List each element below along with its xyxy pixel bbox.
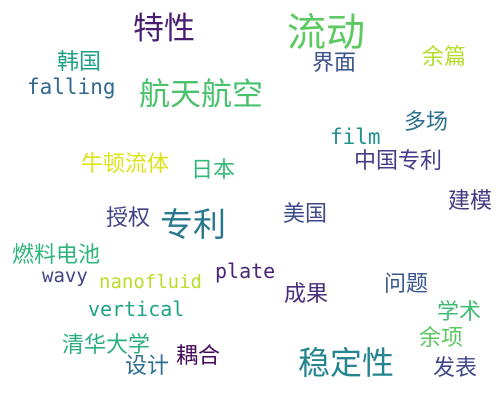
word-wenti: 问题 — [384, 272, 429, 297]
word-chengguo: 成果 — [284, 282, 329, 307]
word-qinghua-daxue: 清华大学 — [62, 333, 151, 358]
word-hangtian-hangkong: 航天航空 — [139, 77, 263, 113]
word-film: film — [330, 125, 381, 149]
word-jiemian: 界面 — [312, 51, 357, 76]
word-falling: falling — [27, 75, 116, 99]
word-plate: plate — [215, 259, 276, 283]
word-zhuanli: 专利 — [160, 205, 226, 244]
word-hanguo: 韩国 — [57, 50, 102, 75]
word-yupian: 余篇 — [422, 45, 467, 70]
word-fabiao: 发表 — [433, 356, 478, 381]
word-liudong: 流动 — [287, 11, 366, 56]
word-niudun-liuti: 牛顿流体 — [81, 152, 170, 177]
word-yuxiang: 余项 — [419, 326, 464, 351]
word-ouhe: 耦合 — [176, 344, 221, 369]
word-riben: 日本 — [191, 158, 236, 183]
word-zhongguo-zhuanli: 中国专利 — [354, 149, 443, 174]
word-vertical: vertical — [88, 297, 185, 321]
word-duochang: 多场 — [404, 110, 449, 135]
word-meiguo: 美国 — [283, 202, 328, 227]
word-shouquan: 授权 — [106, 206, 151, 231]
word-wendingxing: 稳定性 — [298, 344, 395, 382]
word-jianmo: 建模 — [448, 189, 493, 214]
word-nanofluid: nanofluid — [99, 271, 202, 293]
word-sheji: 设计 — [125, 354, 170, 379]
word-texing: 特性 — [133, 11, 195, 47]
word-xueshu: 学术 — [437, 300, 482, 325]
word-wavy: wavy — [42, 265, 88, 287]
word-ranliao-dianchi: 燃料电池 — [12, 243, 101, 268]
